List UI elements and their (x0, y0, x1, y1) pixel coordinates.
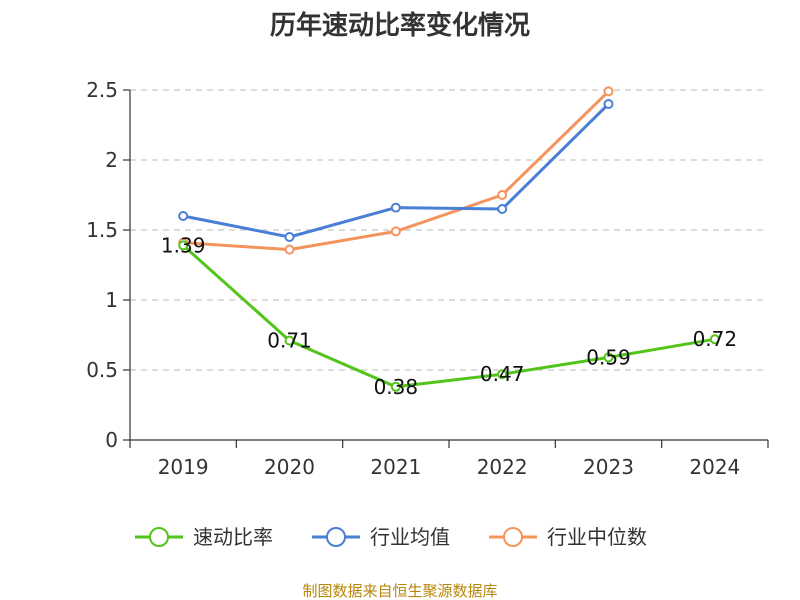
x-tick-label: 2021 (370, 455, 421, 479)
data-point (603, 352, 614, 363)
y-tick-label: 1 (105, 288, 118, 312)
data-label: 0.59 (586, 345, 631, 369)
data-point (284, 244, 295, 255)
legend: 速动比率 行业均值 行业中位数 (135, 525, 647, 549)
chart-title: 历年速动比率变化情况 (270, 10, 530, 41)
grid-lines (130, 89, 768, 371)
series-group (178, 86, 720, 392)
x-tick-label: 2022 (477, 455, 528, 479)
data-point (284, 335, 295, 346)
x-tick-label: 2019 (158, 455, 209, 479)
x-tick-label: 2020 (264, 455, 315, 479)
y-tick-label: 1.5 (86, 218, 118, 242)
data-point (603, 99, 614, 109)
y-tick-label: 0 (105, 428, 118, 452)
x-tick-label: 2024 (689, 455, 740, 479)
data-label: 0.38 (374, 375, 419, 399)
x-tick-label: 2023 (583, 455, 634, 479)
legend-label: 速动比率 (193, 525, 273, 549)
legend-swatch-marker (326, 527, 346, 547)
legend-label: 行业均值 (370, 525, 450, 549)
y-tick-label: 0.5 (86, 358, 118, 382)
data-label: 0.47 (480, 362, 525, 386)
axes: 0 0.5 1 1.5 2 2.5 2019 2020 2021 2022 2023 2024 (86, 78, 769, 479)
data-point (603, 86, 614, 97)
data-labels: 1.39 0.71 0.38 0.47 0.59 0.72 (161, 233, 737, 398)
data-point (178, 240, 189, 251)
series-line (183, 90, 610, 252)
data-point (284, 232, 295, 242)
data-point (390, 202, 401, 213)
data-point (178, 211, 189, 221)
data-label: 0.71 (267, 329, 312, 353)
legend-swatch-marker (503, 527, 523, 547)
legend-label: 行业中位数 (547, 525, 647, 549)
data-point (497, 369, 508, 380)
y-tick-label: 2.5 (86, 78, 118, 102)
data-label: 1.39 (161, 233, 206, 257)
data-point (390, 381, 401, 392)
data-point (497, 204, 508, 214)
legend-swatch-marker (149, 527, 169, 547)
data-label: 0.72 (693, 327, 738, 351)
data-point (709, 334, 720, 345)
series-line (182, 244, 716, 389)
data-point (390, 226, 401, 237)
y-tick-label: 2 (105, 148, 118, 172)
series-line (182, 102, 610, 239)
source-note: 制图数据来自恒生聚源数据库 (302, 582, 497, 600)
data-point (497, 190, 508, 200)
